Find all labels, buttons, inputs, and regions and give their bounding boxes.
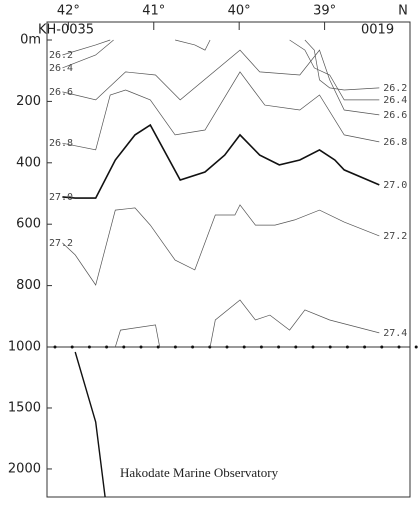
contour-label: 27.4 [383, 328, 407, 339]
station-dot [363, 345, 367, 349]
station-dot [397, 345, 401, 349]
station-dot [345, 345, 349, 349]
station-dot [414, 345, 418, 349]
x-tick-label: 39° [313, 4, 336, 19]
station-dot [208, 345, 212, 349]
x-tick-label: 42° [57, 4, 80, 19]
contour-label: 26.4 [383, 95, 407, 106]
annotation: Hakodate Marine Observatory [120, 465, 279, 480]
station-dot [259, 345, 263, 349]
station-dot [328, 345, 332, 349]
station-dot [311, 345, 315, 349]
y-tick-label: 2000 [8, 461, 41, 476]
contour-line [62, 123, 380, 199]
contour-label: 26.8 [383, 137, 407, 148]
contour-label: 27.2 [383, 231, 407, 242]
contour-line [114, 299, 380, 348]
station-dot [156, 345, 160, 349]
y-tick-label: 1000 [8, 340, 41, 355]
station-dot [225, 345, 229, 349]
y-tick-label: 400 [16, 155, 41, 170]
station-dot [105, 345, 109, 349]
contour-line [62, 204, 380, 286]
y-tick-label: 200 [16, 94, 41, 109]
station-dot [139, 345, 143, 349]
contour-line [62, 39, 380, 91]
x-label: N [398, 4, 408, 19]
contour-line [62, 39, 380, 101]
contour-line [74, 351, 106, 498]
x-tick-label: 40° [228, 4, 251, 19]
y-tick-label: 800 [16, 278, 41, 293]
station-dot [242, 345, 246, 349]
contour-label: 27.0 [383, 180, 407, 191]
station-dot [191, 345, 195, 349]
x-tick-label: 41° [142, 4, 165, 19]
station-label: KH-0035 [38, 23, 94, 38]
y-tick-label: 0m [20, 33, 41, 48]
station-dot [380, 345, 384, 349]
contour-label: 26.6 [49, 87, 73, 98]
upper-frame [46, 21, 411, 348]
station-label: 0019 [361, 23, 394, 38]
station-dot [277, 345, 281, 349]
station-dot [122, 345, 126, 349]
contour-label: 26.2 [49, 50, 73, 61]
station-dot [294, 345, 298, 349]
station-dot [53, 345, 57, 349]
contour-label: 26.2 [383, 83, 407, 94]
contour-line [62, 49, 380, 116]
contour-label: 26.4 [49, 63, 73, 74]
y-tick-label: 600 [16, 217, 41, 232]
station-dot [173, 345, 177, 349]
station-dot [87, 345, 91, 349]
station-dot [70, 345, 74, 349]
y-tick-label: 1500 [8, 400, 41, 415]
contour-label: 26.8 [49, 138, 73, 149]
contour-label: 27.0 [49, 192, 73, 203]
contour-label: 26.6 [383, 110, 407, 121]
contour-label: 27.2 [49, 238, 73, 249]
contour-line [62, 71, 380, 151]
